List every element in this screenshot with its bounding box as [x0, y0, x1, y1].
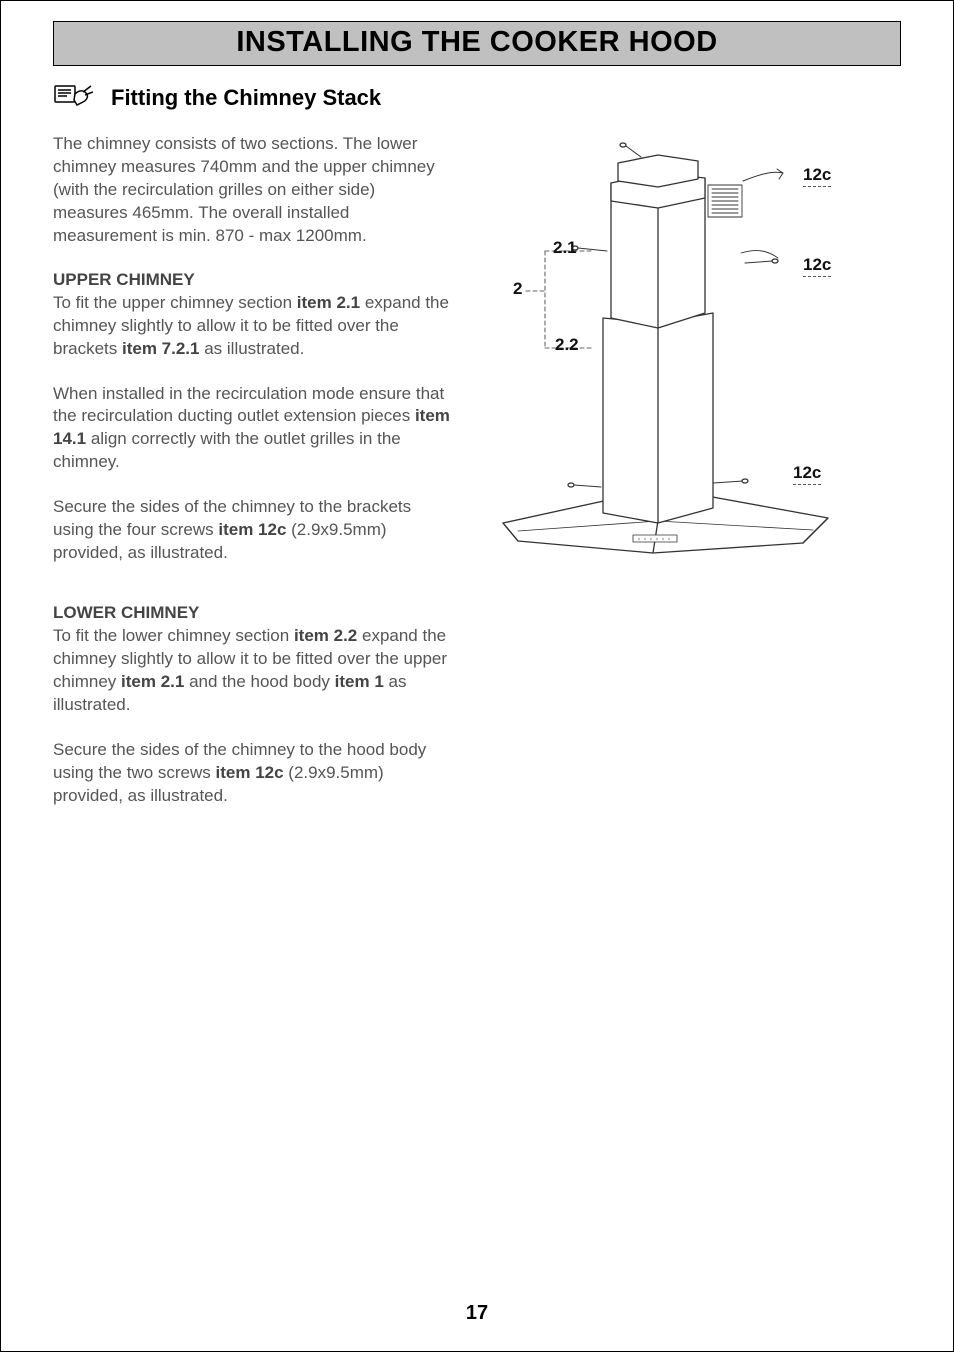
intro-paragraph: The chimney consists of two sections. Th… — [53, 133, 453, 248]
lower-p1: To fit the lower chimney section item 2.… — [53, 625, 453, 717]
content-columns: The chimney consists of two sections. Th… — [53, 133, 901, 830]
label-12c-mid: 12c — [803, 255, 831, 277]
text: When installed in the recirculation mode… — [53, 384, 444, 426]
item-ref: item 2.2 — [294, 626, 357, 645]
text: align correctly with the outlet grilles … — [53, 429, 401, 471]
text: and the hood body — [184, 672, 334, 691]
upper-p3: Secure the sides of the chimney to the b… — [53, 496, 453, 565]
page-title: INSTALLING THE COOKER HOOD — [54, 26, 900, 59]
section-heading-row: Fitting the Chimney Stack — [53, 80, 901, 115]
label-12c-top: 12c — [803, 165, 831, 187]
item-ref: item 1 — [335, 672, 384, 691]
chimney-diagram: 12c 12c 12c 2.1 2 2.2 — [483, 123, 848, 563]
lower-heading: LOWER CHIMNEY — [53, 603, 453, 623]
text-column: The chimney consists of two sections. Th… — [53, 133, 453, 830]
manual-page: INSTALLING THE COOKER HOOD Fitting the C… — [0, 0, 954, 1352]
item-ref: item 12c — [218, 520, 286, 539]
page-number: 17 — [1, 1302, 953, 1325]
text: To fit the lower chimney section — [53, 626, 294, 645]
item-ref: item 2.1 — [297, 293, 360, 312]
label-2-1: 2.1 — [553, 238, 577, 258]
lower-p2: Secure the sides of the chimney to the h… — [53, 739, 453, 808]
upper-p2: When installed in the recirculation mode… — [53, 383, 453, 475]
upper-heading: UPPER CHIMNEY — [53, 270, 453, 290]
item-ref: item 2.1 — [121, 672, 184, 691]
upper-p1: To fit the upper chimney section item 2.… — [53, 292, 453, 361]
note-hand-icon — [53, 80, 93, 115]
upper-chimney — [572, 143, 783, 328]
lower-chimney — [568, 313, 748, 523]
text: To fit the upper chimney section — [53, 293, 297, 312]
label-2-2: 2.2 — [555, 335, 579, 355]
label-2: 2 — [513, 279, 522, 299]
item-ref: item 7.2.1 — [122, 339, 200, 358]
label-12c-bot: 12c — [793, 463, 821, 485]
diagram-column: 12c 12c 12c 2.1 2 2.2 — [483, 133, 901, 830]
item-ref: item 12c — [216, 763, 284, 782]
section-subhead: Fitting the Chimney Stack — [111, 85, 381, 111]
text: as illustrated. — [199, 339, 304, 358]
title-bar: INSTALLING THE COOKER HOOD — [53, 21, 901, 66]
